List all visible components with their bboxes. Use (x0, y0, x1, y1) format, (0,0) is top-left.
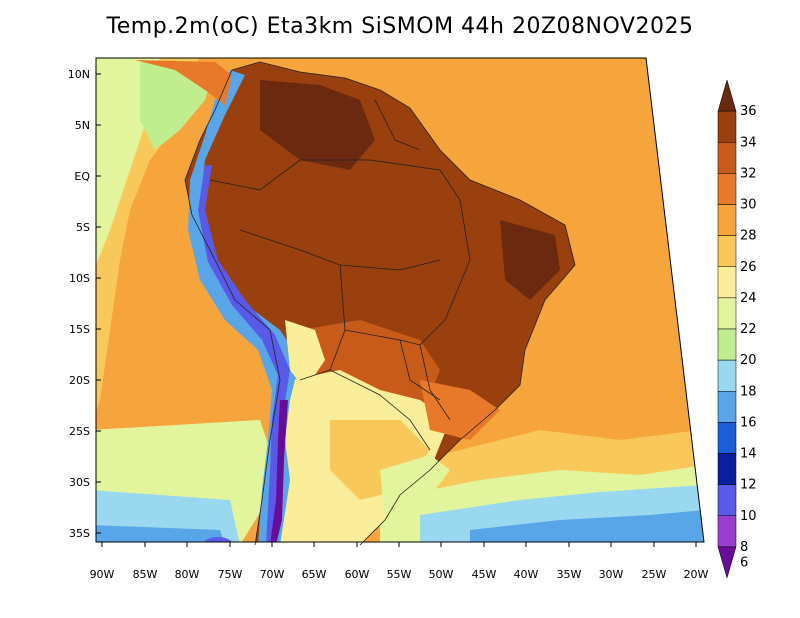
latitude-axis: 10N 5N EQ 5S 10S 15S 20S 25S 30S 35S (68, 68, 101, 540)
colorbar-swatch (717, 546, 737, 579)
lat-label: EQ (74, 170, 90, 183)
colorbar-label: 30 (740, 198, 757, 213)
colorbar-swatch (717, 359, 737, 392)
south-pacific-colder (96, 525, 225, 542)
lon-label: 65W (302, 568, 327, 581)
colorbar-label: 32 (740, 166, 757, 181)
lon-label: 20W (684, 568, 709, 581)
south-atlantic-colder (470, 510, 704, 542)
colorbar-swatch (717, 391, 737, 423)
colorbar-swatch (717, 453, 737, 485)
lat-label: 35S (69, 527, 90, 540)
colorbar-label: 18 (740, 384, 757, 399)
colorbar-label: 6 (740, 555, 748, 570)
andes-coldest (270, 400, 288, 542)
lat-label: 30S (69, 476, 90, 489)
lon-label: 35W (557, 568, 582, 581)
lon-label: 75W (218, 568, 243, 581)
colorbar-label: 28 (740, 229, 757, 244)
colorbar-swatch (717, 142, 737, 174)
lon-label: 30W (599, 568, 624, 581)
land-cool-uruguay (380, 455, 450, 520)
colorbar-swatch (717, 515, 737, 548)
longitude-axis: 90W 85W 80W 75W 70W 65W 60W 55W 50W 45W … (90, 542, 709, 581)
lon-label: 40W (514, 568, 539, 581)
colorbar-label: 8 (740, 540, 748, 555)
colorbar-label: 36 (740, 104, 757, 119)
land-hottest-north (260, 80, 375, 170)
lon-label: 80W (175, 568, 200, 581)
land-warm-southeast (420, 380, 500, 440)
lon-label: 45W (472, 568, 497, 581)
colorbar-swatch (717, 297, 737, 330)
colorbar-swatch (717, 328, 737, 361)
colorbar-swatch (717, 173, 737, 205)
lat-label: 10N (68, 68, 90, 81)
land-hottest-east (500, 220, 560, 300)
map-title: Temp.2m(oC) Eta3km SiSMOM 44h 20Z08NOV20… (106, 14, 694, 39)
map-field (95, 57, 705, 543)
lon-label: 60W (345, 568, 370, 581)
country-borders (184, 61, 576, 546)
altiplano-mild (285, 320, 325, 390)
lat-label: 20S (69, 374, 90, 387)
lat-label: 15S (69, 323, 90, 336)
colorbar-label: 20 (740, 353, 757, 368)
colorbar-swatch (717, 266, 737, 299)
colorbar: 36 34 32 30 28 26 24 22 20 18 16 14 12 10 86 (717, 79, 757, 579)
andes-very-cold (198, 165, 290, 542)
colorbar-swatch (717, 79, 737, 112)
southern-cold-spot (203, 537, 233, 542)
colorbar-swatch (717, 235, 737, 267)
colorbar-label: 24 (740, 291, 757, 306)
lon-label: 90W (90, 568, 115, 581)
lat-label: 5N (75, 119, 90, 132)
colorbar-label: 12 (740, 478, 757, 493)
colorbar-swatch (717, 422, 737, 454)
colorbar-label: 22 (740, 322, 757, 337)
lon-label: 85W (133, 568, 158, 581)
colorbar-label: 16 (740, 415, 757, 430)
colorbar-label: 26 (740, 260, 757, 275)
central-america-land (135, 60, 232, 105)
lat-label: 5S (76, 221, 90, 234)
colorbar-label: 10 (740, 509, 757, 524)
colorbar-swatch (717, 484, 737, 516)
map-frame (95, 57, 705, 543)
colorbar-swatch (717, 110, 737, 143)
lat-label: 25S (69, 425, 90, 438)
colorbar-swatch (717, 204, 737, 236)
lon-label: 70W (260, 568, 285, 581)
lon-label: 50W (429, 568, 454, 581)
colorbar-label: 14 (740, 447, 757, 462)
lat-label: 10S (69, 272, 90, 285)
colorbar-label: 34 (740, 135, 757, 150)
lon-label: 25W (642, 568, 667, 581)
lon-label: 55W (387, 568, 412, 581)
